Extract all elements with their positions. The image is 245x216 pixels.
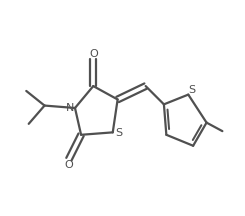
Text: S: S — [115, 128, 122, 138]
Text: O: O — [64, 160, 73, 170]
Text: O: O — [89, 49, 98, 59]
Text: N: N — [66, 103, 74, 113]
Text: S: S — [189, 85, 196, 95]
